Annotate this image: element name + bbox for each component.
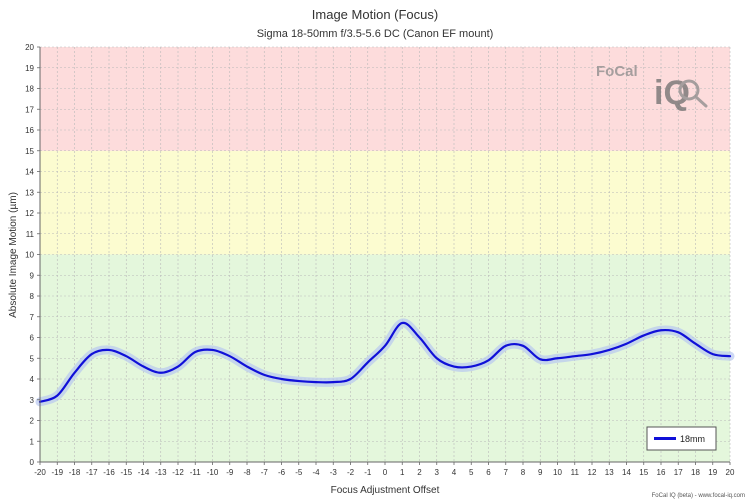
series-layer: [35, 318, 735, 407]
legend-label-18mm: 18mm: [680, 434, 705, 444]
x-tick-label: -18: [69, 468, 81, 477]
x-tick-label: 19: [708, 468, 717, 477]
x-tick-label: -1: [364, 468, 372, 477]
x-tick-label: -7: [261, 468, 269, 477]
focal-iq-logo: FoCal iQ: [596, 63, 708, 112]
x-tick-label: 13: [605, 468, 614, 477]
x-tick-label: -19: [51, 468, 63, 477]
x-tick-label: 14: [622, 468, 631, 477]
y-tick-label: 8: [30, 292, 35, 301]
y-tick-label: 10: [25, 251, 34, 260]
y-tick-label: 0: [30, 458, 35, 467]
footer-credit: FoCal IQ (beta) - www.focal-iq.com: [652, 493, 745, 499]
x-tick-label: -17: [86, 468, 98, 477]
x-tick-label: 9: [538, 468, 543, 477]
series-line-18mm: [38, 321, 732, 403]
y-tick-label: 1: [30, 437, 35, 446]
chart-subtitle: Sigma 18-50mm f/3.5-5.6 DC (Canon EF mou…: [257, 28, 494, 40]
x-tick-label: -4: [312, 468, 320, 477]
x-tick-label: 6: [486, 468, 491, 477]
band-1: [40, 150, 730, 255]
x-tick-label: -6: [278, 468, 286, 477]
legend: 18mm: [646, 426, 717, 451]
x-tick-label: -3: [330, 468, 338, 477]
x-tick-label: 10: [553, 468, 562, 477]
x-tick-label: -10: [207, 468, 219, 477]
x-tick-label: -11: [190, 468, 202, 477]
y-tick-label: 5: [30, 354, 35, 363]
y-axis-title: Absolute Image Motion (µm): [8, 192, 19, 318]
x-tick-label: 2: [417, 468, 422, 477]
magnifier-icon: [678, 79, 700, 101]
x-tick-label: 1: [400, 468, 405, 477]
y-tick-label: 6: [30, 334, 35, 343]
legend-box: [646, 426, 717, 451]
x-tick-label: -12: [172, 468, 184, 477]
y-tick-label: 17: [25, 105, 34, 114]
x-tick-label: 12: [588, 468, 597, 477]
x-tick-label: 3: [435, 468, 440, 477]
x-tick-label: 20: [726, 468, 735, 477]
grid-lines: [39, 46, 731, 463]
x-tick-label: 8: [521, 468, 526, 477]
x-tick-label: -15: [120, 468, 132, 477]
y-tick-label: 9: [30, 271, 35, 280]
quality-bands: [40, 47, 730, 462]
y-tick-label: 18: [25, 85, 34, 94]
x-tick-label: 15: [639, 468, 648, 477]
x-tick-label: 5: [469, 468, 474, 477]
x-tick-label: 0: [383, 468, 388, 477]
x-tick-labels: -20 -19 -18 -17 -16 -15 -14 -13 -12 -11 -10 -9 -8 -7-…: [34, 462, 735, 477]
x-tick-label: 17: [674, 468, 683, 477]
y-tick-label: 7: [30, 313, 35, 322]
x-tick-label: -9: [226, 468, 234, 477]
y-tick-label: 11: [26, 230, 35, 239]
x-tick-label: -5: [295, 468, 303, 477]
x-tick-label: -14: [138, 468, 150, 477]
x-tick-label: -2: [347, 468, 355, 477]
y-tick-label: 20: [25, 43, 34, 52]
x-tick-label: 7: [504, 468, 509, 477]
y-tick-label: 12: [25, 209, 34, 218]
logo-word: FoCal: [596, 63, 638, 80]
y-tick-label: 14: [25, 168, 34, 177]
x-tick-label: -16: [103, 468, 115, 477]
y-tick-label: 4: [30, 375, 35, 384]
x-tick-label: 11: [571, 468, 580, 477]
x-tick-label: 16: [657, 468, 666, 477]
x-tick-label: -13: [155, 468, 167, 477]
x-tick-label: -20: [34, 468, 46, 477]
x-tick-label: -8: [243, 468, 251, 477]
x-tick-label: 4: [452, 468, 457, 477]
y-tick-label: 13: [25, 188, 34, 197]
chart-title: Image Motion (Focus): [312, 7, 438, 22]
y-tick-label: 3: [30, 396, 35, 405]
x-axis-title: Focus Adjustment Offset: [331, 485, 440, 496]
y-tick-label: 15: [25, 147, 34, 156]
x-tick-label: 18: [691, 468, 700, 477]
y-tick-label: 19: [25, 64, 34, 73]
y-tick-label: 2: [30, 417, 35, 426]
logo-iq: iQ: [654, 74, 690, 112]
y-tick-label: 16: [25, 126, 34, 135]
